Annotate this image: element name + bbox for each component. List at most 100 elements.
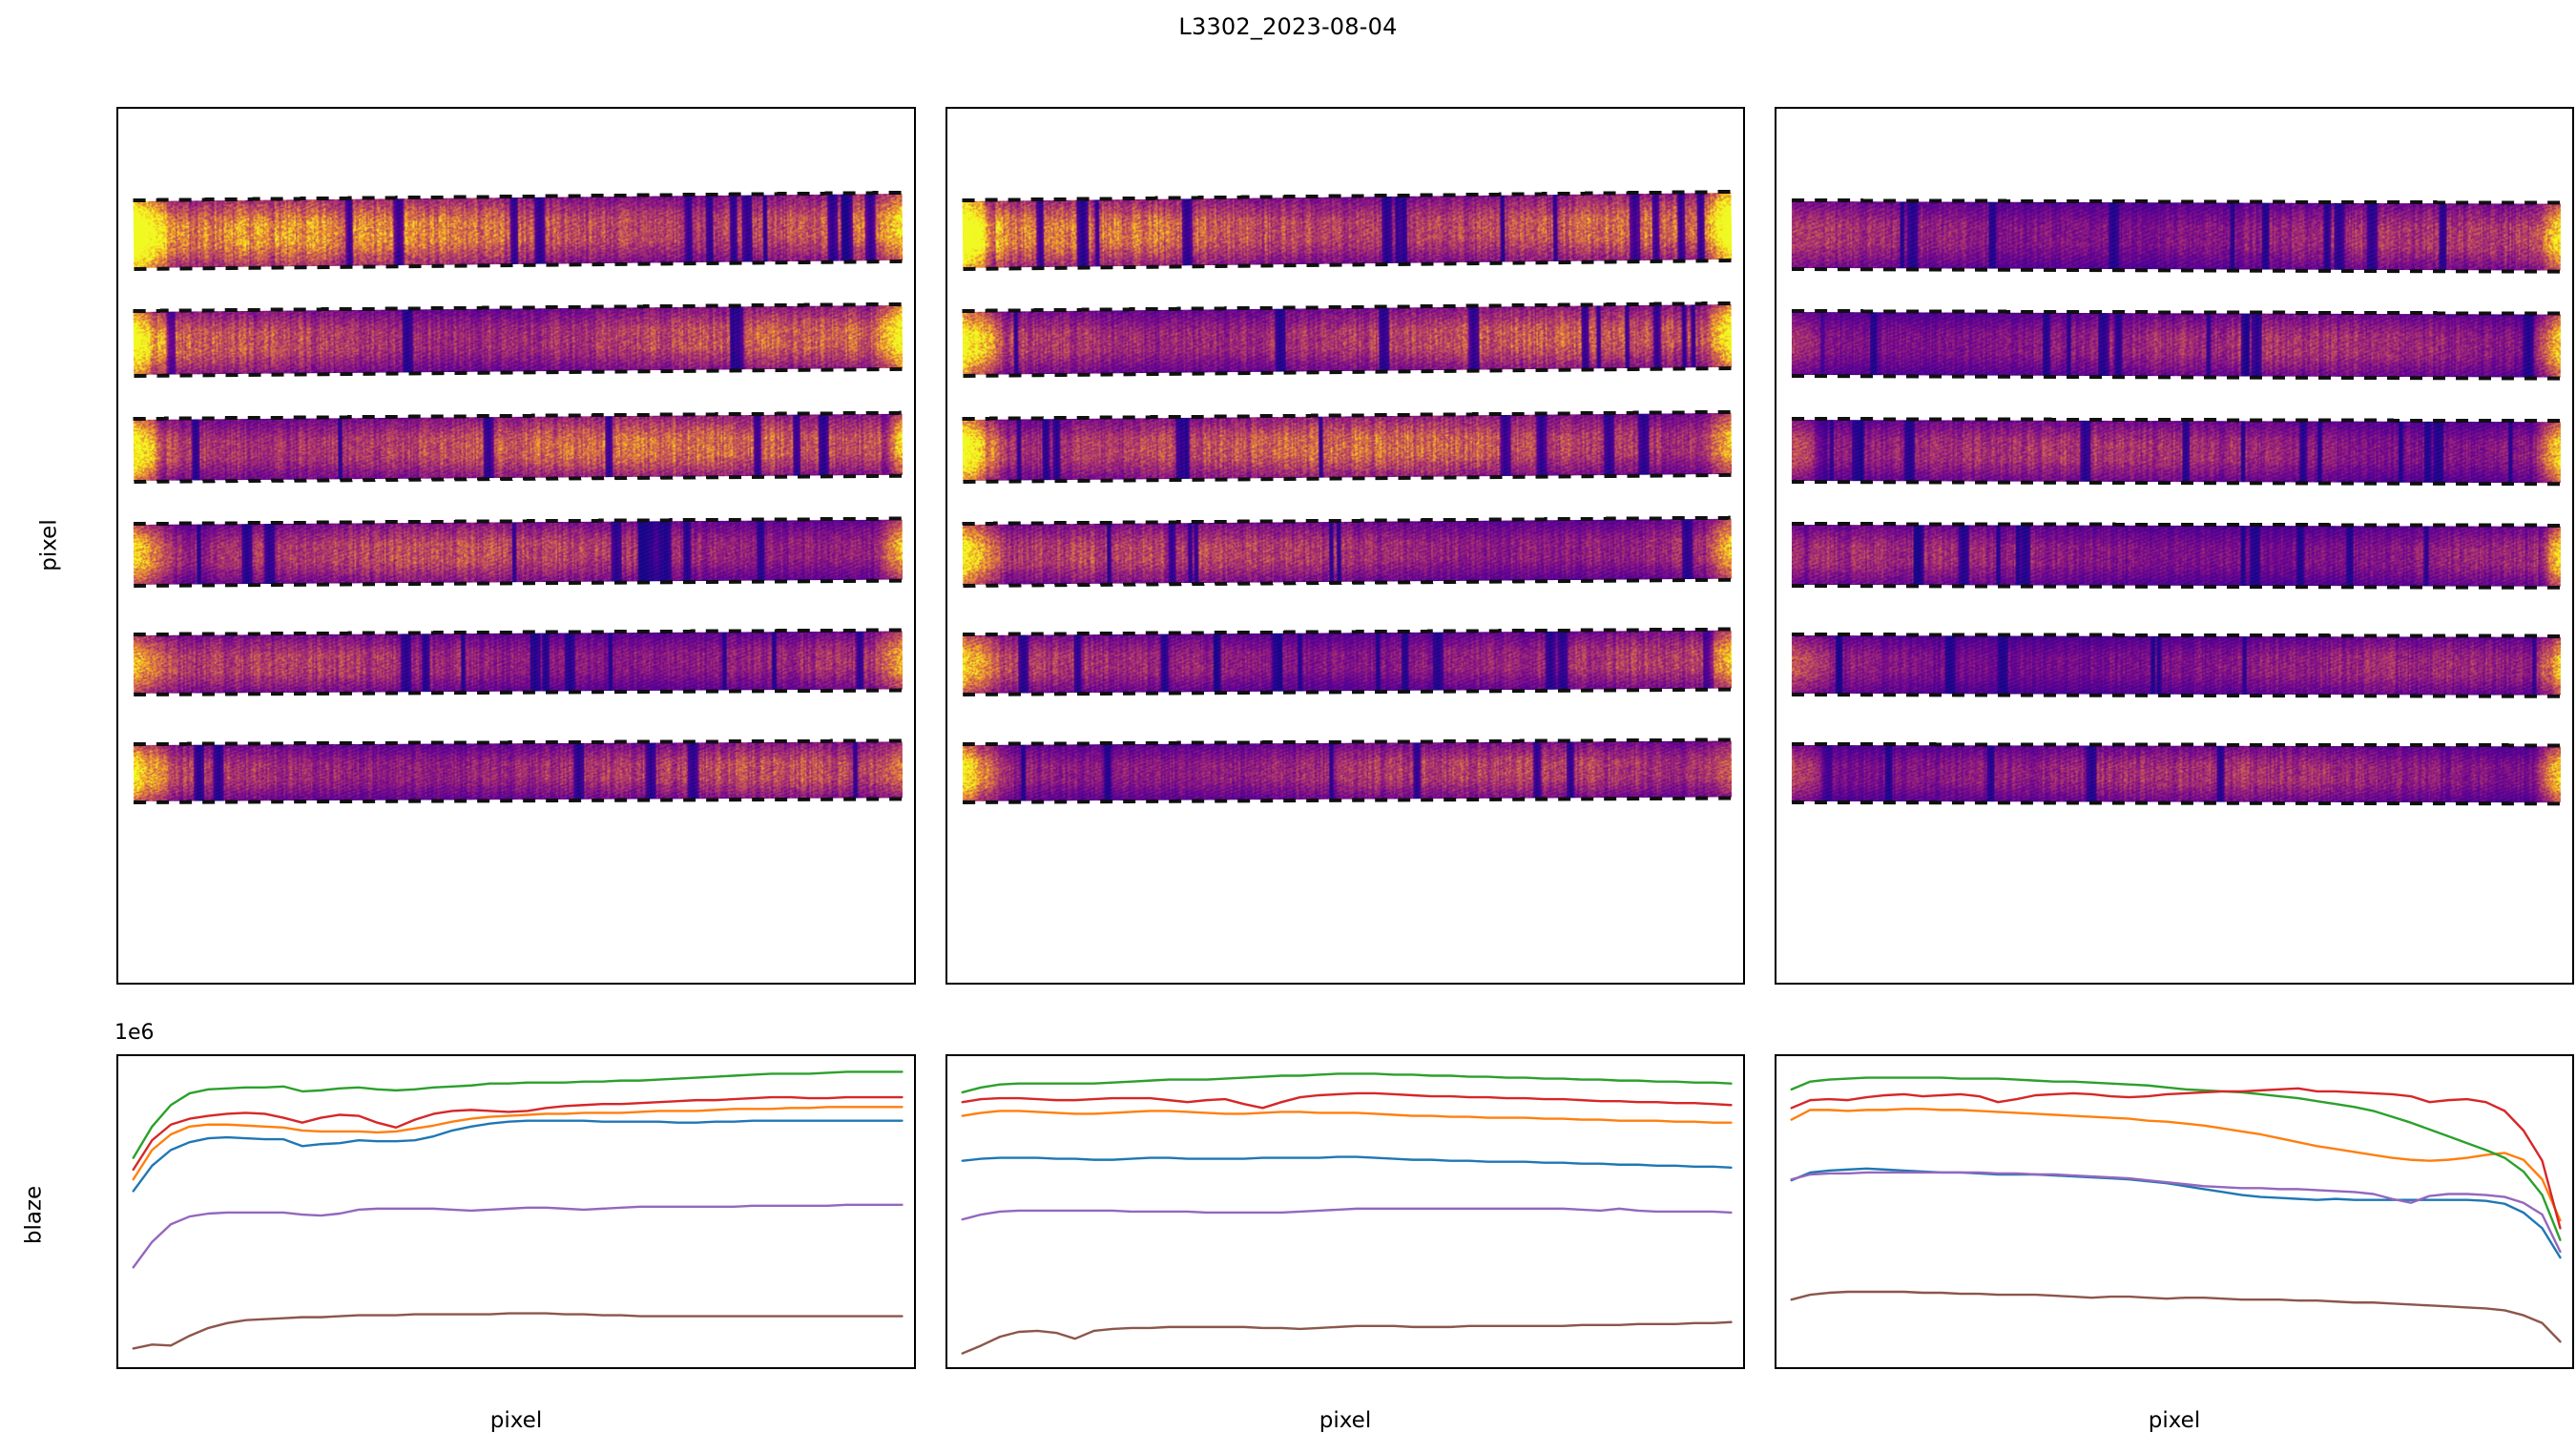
xtick-1250 [2261, 983, 2263, 985]
order-strip-chip3-6 [1791, 741, 2561, 806]
blaze-line-order2 [132, 1106, 904, 1181]
blaze-line-order4 [961, 1091, 1733, 1110]
blaze-xtick-750 [415, 1367, 417, 1369]
blaze-ytick-2 [116, 1170, 118, 1172]
blaze-ytick-2.5 [945, 1071, 947, 1073]
blaze-xtick-1500 [1526, 1367, 1527, 1369]
blaze-xtick-750 [2073, 1367, 2075, 1369]
detector-panel-chip1[interactable]: CHIP1 0250500750100012501500175020000250… [116, 107, 916, 985]
order-image [133, 194, 903, 268]
order-strip-chip3-4 [1791, 522, 2561, 590]
xtick-1000 [2167, 983, 2169, 985]
order-image [1791, 744, 2561, 803]
blaze-curves [132, 1070, 904, 1350]
xtick-1500 [2355, 983, 2357, 985]
ytick-1250 [945, 452, 947, 454]
blaze-ylabel: blaze [21, 1185, 47, 1245]
blaze-line-order1 [132, 1119, 904, 1193]
ytick-1250 [116, 452, 118, 454]
xtick-750 [1244, 983, 1246, 985]
blaze-xlabel-1: pixel [489, 1408, 543, 1433]
blaze-xtick-1500 [696, 1367, 698, 1369]
xtick-750 [415, 983, 417, 985]
blaze-ytick-2 [1775, 1170, 1776, 1172]
blaze-xtick-750 [1244, 1367, 1246, 1369]
blaze-ytick-2.25 [1775, 1121, 1776, 1123]
blaze-xtick-2000 [884, 1367, 886, 1369]
blaze-xtick-1750 [2448, 1367, 2450, 1369]
blaze-xtick-0 [134, 1367, 135, 1369]
xtick-1000 [1338, 983, 1340, 985]
blaze-ytick-1.5 [945, 1267, 947, 1269]
figure-suptitle: L3302_2023-08-04 [1178, 13, 1398, 40]
blaze-ytick-1.75 [116, 1218, 118, 1220]
blaze-xtick-1750 [1619, 1367, 1621, 1369]
xtick-1000 [509, 983, 510, 985]
blaze-xtick-1500 [2355, 1367, 2357, 1369]
blaze-xtick-2000 [2543, 1367, 2545, 1369]
order-image [1791, 312, 2561, 379]
blaze-line-order1 [961, 1155, 1733, 1170]
blaze-xtick-1000 [1338, 1367, 1340, 1369]
order-image [1791, 419, 2561, 484]
blaze-curves [961, 1072, 1733, 1355]
xtick-1250 [1432, 983, 1434, 985]
ytick-500 [945, 773, 947, 775]
xtick-1750 [1619, 983, 1621, 985]
blaze-panel-chip2[interactable]: 025050075010001250150017502000 [945, 1054, 1745, 1369]
xtick-500 [321, 983, 322, 985]
order-strip-chip2-1 [962, 190, 1732, 271]
ytick-1750 [1775, 239, 1776, 241]
blaze-ytick-2.5 [1775, 1071, 1776, 1073]
xtick-500 [1979, 983, 1981, 985]
order-strip-chip1-5 [133, 628, 903, 696]
blaze-ytick-1.25 [945, 1317, 947, 1319]
order-strip-chip1-4 [133, 517, 903, 589]
blaze-ytick-2.5 [116, 1071, 118, 1073]
ytick-1000 [116, 559, 118, 561]
order-image [1791, 634, 2561, 696]
blaze-ytick-1.5 [1775, 1267, 1776, 1269]
order-image [962, 630, 1732, 694]
blaze-panel-chip3[interactable]: 025050075010001250150017502000 [1775, 1054, 2574, 1369]
order-image [1791, 201, 2561, 271]
order-image [133, 413, 903, 482]
ytick-1500 [116, 345, 118, 347]
blaze-panel-chip1[interactable]: 0250500750100012501500175020001.001.251.… [116, 1054, 916, 1369]
xtick-1250 [603, 983, 605, 985]
ytick-1500 [945, 345, 947, 347]
blaze-xtick-1250 [603, 1367, 605, 1369]
ytick-1000 [945, 559, 947, 561]
ytick-1250 [1775, 452, 1776, 454]
xtick-2000 [2543, 983, 2545, 985]
order-strip-chip1-1 [133, 191, 903, 271]
blaze-line-order6 [1790, 1290, 2562, 1343]
blaze-xtick-2000 [1714, 1367, 1715, 1369]
detector-panel-chip3[interactable]: CHIP3 025050075010001250150017502000 [1775, 107, 2574, 985]
blaze-ytick-1.5 [116, 1267, 118, 1269]
order-strip-chip1-2 [133, 301, 903, 379]
order-strip-chip2-6 [962, 737, 1732, 804]
detector-panel-chip2[interactable]: CHIP2 025050075010001250150017502000 [945, 107, 1745, 985]
blaze-offset-text: 1e6 [114, 1021, 155, 1045]
order-strip-chip2-3 [962, 409, 1732, 485]
blaze-line-order1 [1790, 1167, 2562, 1259]
blaze-curves [1790, 1076, 2562, 1343]
blaze-xtick-0 [1792, 1367, 1794, 1369]
blaze-line-order5 [132, 1203, 904, 1269]
order-upper-boundary [1791, 741, 2561, 747]
ytick-750 [945, 666, 947, 668]
blaze-ytick-1 [1775, 1365, 1776, 1367]
blaze-xtick-1750 [790, 1367, 792, 1369]
ytick-1750 [945, 239, 947, 241]
blaze-xtick-1250 [1432, 1367, 1434, 1369]
order-image [133, 304, 903, 376]
ytick-750 [116, 666, 118, 668]
xtick-2000 [1714, 983, 1715, 985]
blaze-line-order2 [1790, 1108, 2562, 1222]
order-image [133, 520, 903, 586]
order-strip-chip3-5 [1791, 632, 2561, 698]
blaze-line-order5 [961, 1207, 1733, 1221]
ytick-750 [1775, 666, 1776, 668]
